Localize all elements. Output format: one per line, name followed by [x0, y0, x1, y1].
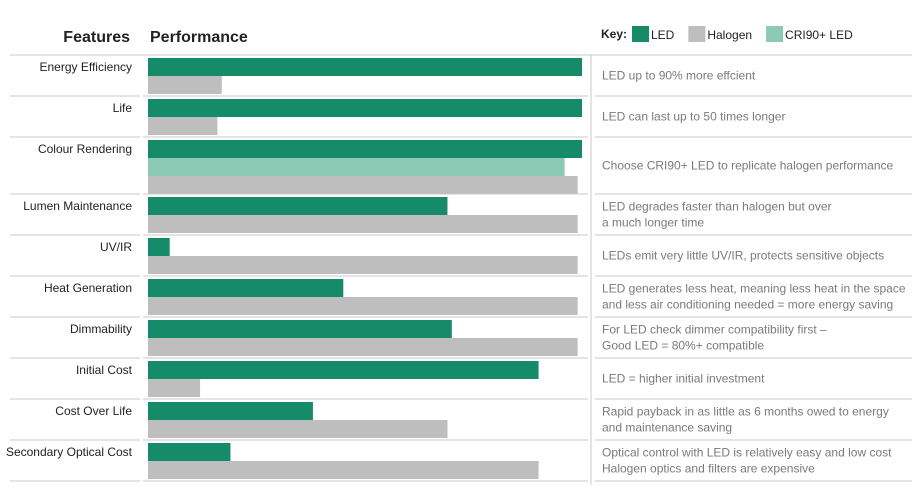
category-label: Dimmability — [70, 322, 132, 336]
note: LED degrades faster than halogen but ove… — [602, 200, 832, 214]
legend-label: LED — [651, 28, 675, 42]
bar — [148, 58, 582, 76]
bar — [148, 176, 578, 194]
note: LED = higher initial investment — [602, 372, 765, 386]
note: LED up to 90% more effcient — [602, 69, 756, 83]
legend-title: Key: — [601, 27, 627, 41]
bar — [148, 320, 452, 338]
category-label: Heat Generation — [44, 281, 132, 295]
category-label: Life — [113, 101, 133, 115]
category-label: Energy Efficiency — [40, 60, 133, 74]
bar — [148, 361, 539, 379]
bar — [148, 279, 344, 297]
bar — [148, 238, 170, 256]
note: Halogen optics and filters are expensive — [602, 462, 815, 476]
note: and maintenance saving — [602, 421, 732, 435]
note: LEDs emit very little UV/IR, protects se… — [602, 249, 884, 263]
note: Rapid payback in as little as 6 months o… — [602, 405, 889, 419]
bar — [148, 99, 582, 117]
legend-label: Halogen — [707, 28, 752, 42]
note: Choose CRI90+ LED to replicate halogen p… — [602, 159, 893, 173]
bar — [148, 338, 578, 356]
bar — [148, 158, 565, 176]
column-header: Performance — [150, 29, 248, 46]
bar — [148, 420, 448, 438]
category-label: Lumen Maintenance — [23, 199, 132, 213]
note: Optical control with LED is relatively e… — [602, 446, 892, 460]
bar — [148, 140, 582, 158]
category-label: Colour Rendering — [38, 142, 132, 156]
note: and less air conditioning needed = more … — [602, 298, 893, 312]
bar — [148, 117, 218, 135]
bar — [148, 215, 578, 233]
note: For LED check dimmer compatibility first… — [602, 323, 827, 337]
note: a much longer time — [602, 216, 704, 230]
category-label: Initial Cost — [76, 363, 133, 377]
column-header: Features — [63, 29, 130, 46]
note: LED can last up to 50 times longer — [602, 110, 785, 124]
category-label: Secondary Optical Cost — [6, 445, 133, 459]
bar — [148, 379, 201, 397]
note: LED generates less heat, meaning less he… — [602, 282, 906, 296]
note: Good LED = 80%+ compatible — [602, 339, 764, 353]
legend-swatch — [766, 26, 784, 42]
bar — [148, 461, 539, 479]
legend-label: CRI90+ LED — [785, 28, 853, 42]
category-label: UV/IR — [100, 240, 132, 254]
bar — [148, 197, 448, 215]
bar — [148, 402, 313, 420]
bar — [148, 297, 578, 315]
bar — [148, 256, 578, 274]
bar — [148, 76, 222, 94]
legend-swatch — [688, 26, 706, 42]
legend-swatch — [632, 26, 649, 42]
bar — [148, 443, 231, 461]
category-label: Cost Over Life — [55, 404, 132, 418]
